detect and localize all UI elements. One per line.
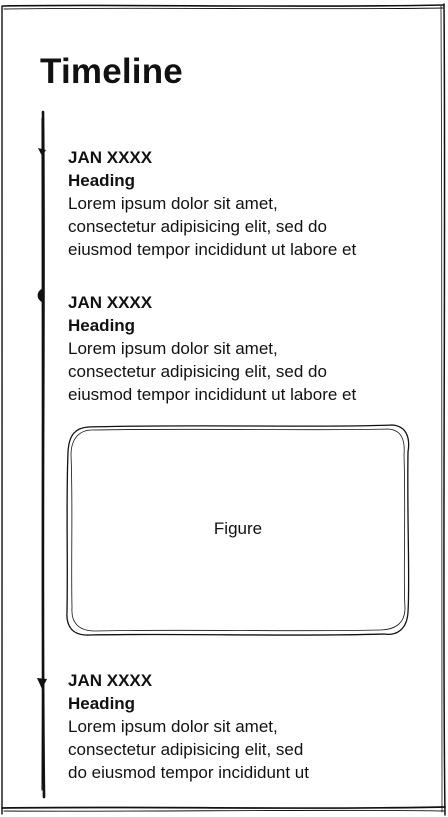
entry-body-line: consectetur adipisicing elit, sed do	[68, 362, 327, 381]
entry-body-line: eiusmod tempor incididunt ut labore et	[68, 240, 357, 259]
timeline-rail	[41, 110, 46, 799]
entry-body-line: Lorem ipsum dolor sit amet,	[68, 717, 278, 736]
entry-heading: Heading	[68, 171, 136, 190]
timeline-entry: JAN XXXX Heading Lorem ipsum dolor sit a…	[68, 146, 428, 261]
figure-label: Figure	[213, 519, 263, 538]
entry-body-line: do eiusmod tempor incididunt ut	[68, 763, 309, 782]
timeline-entry: JAN XXXX Heading Lorem ipsum dolor sit a…	[68, 669, 428, 784]
timeline-marker-1	[38, 148, 46, 156]
page-title: Timeline	[40, 52, 183, 91]
entry-date: JAN XXXX	[68, 671, 153, 690]
entry-date: JAN XXXX	[68, 293, 153, 312]
timeline-entry: JAN XXXX Heading Lorem ipsum dolor sit a…	[68, 291, 428, 406]
entry-body-line: Lorem ipsum dolor sit amet,	[68, 194, 278, 213]
entry-body: Lorem ipsum dolor sit amet, consectetur …	[68, 715, 428, 784]
timeline-marker-3	[37, 678, 47, 689]
timeline-marker-2	[37, 288, 44, 303]
entry-body-line: eiusmod tempor incididunt ut labore et	[68, 385, 357, 404]
entry-body-line: consectetur adipisicing elit, sed	[68, 740, 304, 759]
entry-date: JAN XXXX	[68, 148, 153, 167]
entry-body: Lorem ipsum dolor sit amet, consectetur …	[68, 192, 428, 261]
entry-heading: Heading	[68, 694, 136, 713]
entry-heading: Heading	[68, 316, 136, 335]
entry-body: Lorem ipsum dolor sit amet, consectetur …	[68, 337, 428, 406]
entry-body-line: Lorem ipsum dolor sit amet,	[68, 339, 278, 358]
entry-body-line: consectetur adipisicing elit, sed do	[68, 217, 327, 236]
